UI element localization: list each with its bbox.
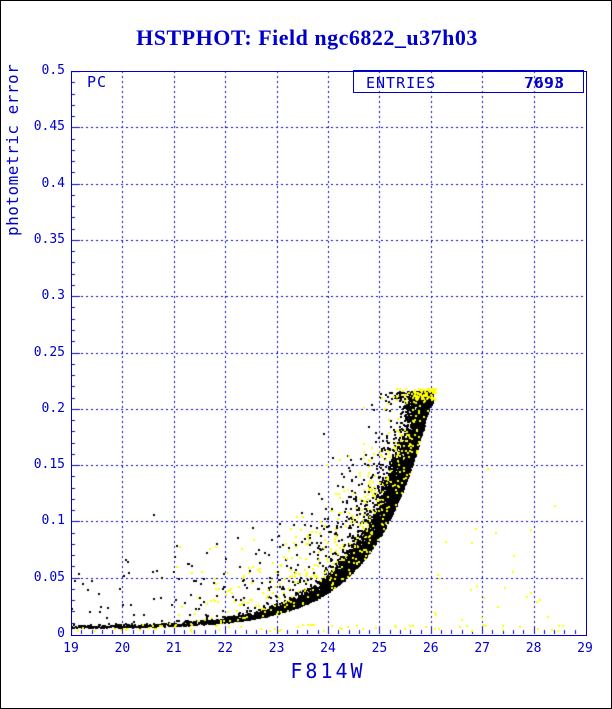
y-tick-label: 0.25 [33,344,65,360]
chip-label: PC [87,73,108,91]
scatter-plot-canvas [71,71,585,634]
x-tick-label: 23 [268,641,285,656]
y-tick-label: 0.05 [33,569,65,585]
entries-values: 7698 7093 [475,74,565,92]
x-tick-label: 22 [217,641,234,656]
y-tick-label: 0.5 [41,63,65,78]
y-tick-label: 0.15 [33,457,65,473]
y-tick-label: 0 [57,626,65,641]
y-tick-label: 0.45 [33,119,65,135]
x-tick-label: 20 [114,641,131,656]
x-tick-label: 29 [577,641,593,656]
x-tick-label: 24 [320,641,336,656]
x-axis-title: F814W [290,659,366,683]
x-tick-label: 27 [474,641,491,656]
x-tick-label: 25 [371,641,388,656]
y-tick-label: 0.3 [41,288,65,304]
entries-value-overprint: 7093 [523,74,564,92]
entries-label: ENTRIES [366,74,437,92]
x-tick-label: 19 [63,641,79,656]
entries-value: 7698 [524,74,565,92]
y-tick-label: 0.2 [41,400,65,416]
y-tick-label: 0.35 [33,231,65,247]
page-title: HSTPHOT: Field ngc6822_u37h03 [136,25,478,50]
y-tick-label: 0.1 [41,513,65,529]
x-tick-label: 26 [422,641,439,656]
x-tick-label: 21 [165,641,182,656]
y-tick-label: 0.4 [41,175,65,191]
y-axis-title: photometric error [3,63,22,237]
entries-stats-box: ENTRIES 7698 7093 [353,70,584,93]
x-tick-label: 28 [525,641,542,656]
